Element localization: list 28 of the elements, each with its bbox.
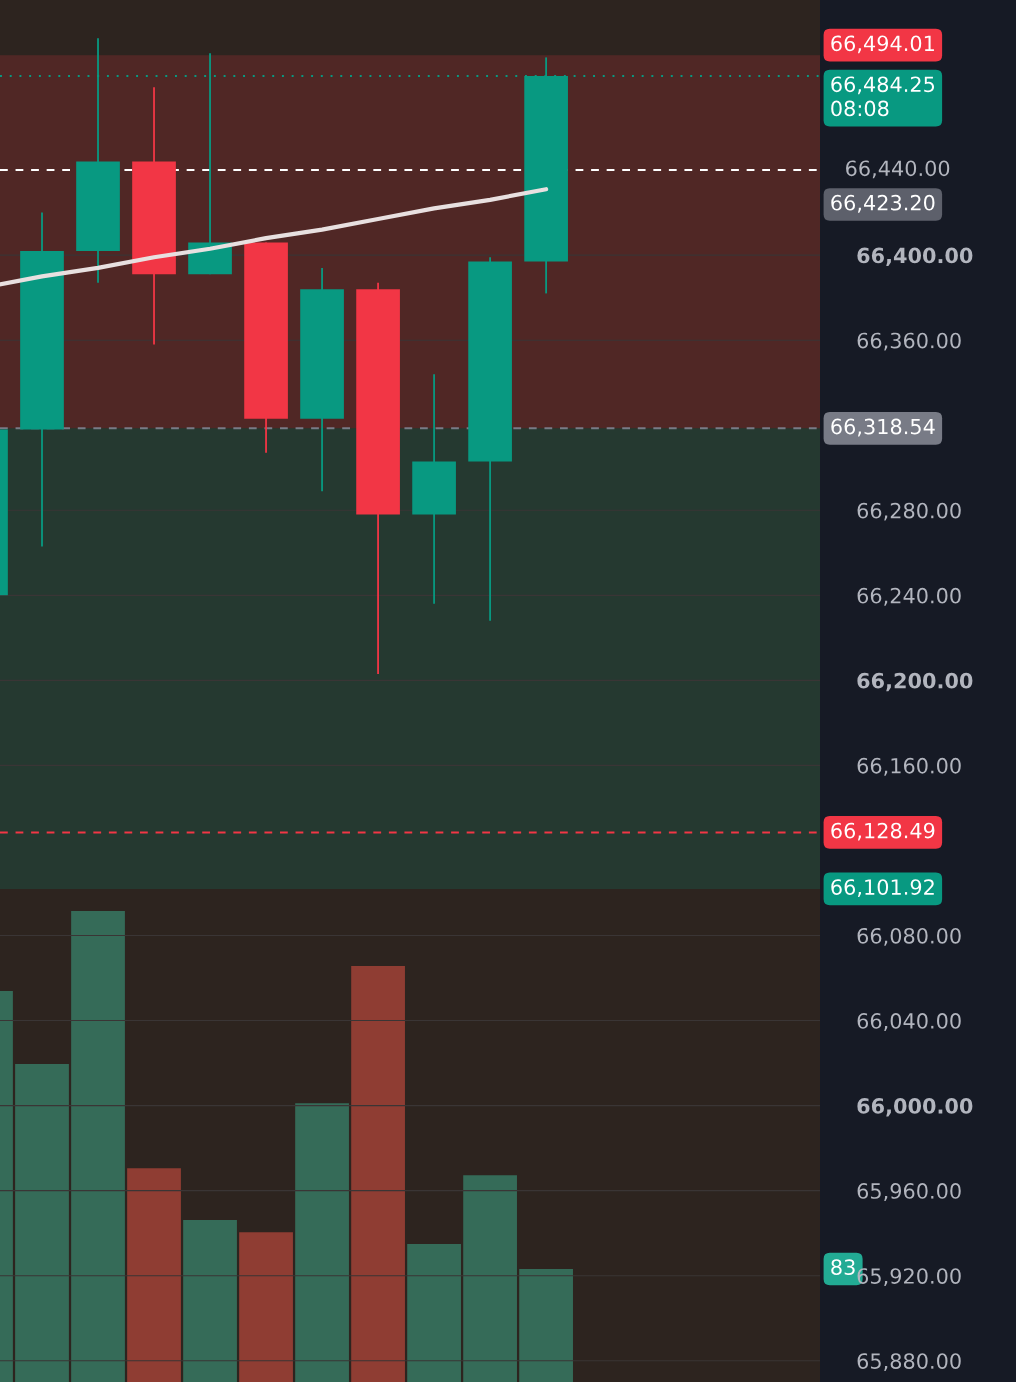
band-label: 66,101.92: [831, 879, 934, 898]
text: 66,423.20: [831, 194, 935, 213]
y-tick-label: 66,360.00: [857, 332, 961, 351]
y-tick-label: 66,080.00: [857, 927, 961, 946]
bar: [183, 1219, 237, 1382]
y-tick-label: 66,240.00: [857, 587, 961, 606]
bar: [407, 1244, 461, 1382]
y-tick-label: 65,960.00: [857, 1183, 961, 1201]
y-tick-label: 66,040.00: [857, 1013, 961, 1031]
bar: [295, 1103, 349, 1382]
ref-line-label: 66,128.49: [831, 822, 935, 841]
bar: [127, 1168, 181, 1382]
y-tick-label: 66,160.00: [857, 757, 961, 776]
y-tick-label: 66,200.00: [857, 672, 973, 692]
y-tick-label: 66,400.00: [857, 247, 973, 267]
bar: [71, 911, 125, 1382]
bar: [239, 1232, 293, 1382]
bar: [463, 1175, 517, 1382]
ref-line-label: 66,440.00: [846, 160, 950, 179]
y-tick-label: 66,000.00: [857, 1098, 973, 1117]
y-tick-label: 65,880.00: [857, 1353, 961, 1372]
band-label: 66,494.01: [831, 35, 934, 54]
bar: [351, 966, 405, 1382]
text: 83: [831, 1259, 855, 1275]
ref-line-label: 66,484.25 08:08: [831, 76, 935, 117]
y-tick-label: 66,280.00: [857, 502, 961, 521]
ref-line-label: 66,318.54: [831, 418, 935, 437]
bar: [519, 1268, 573, 1382]
